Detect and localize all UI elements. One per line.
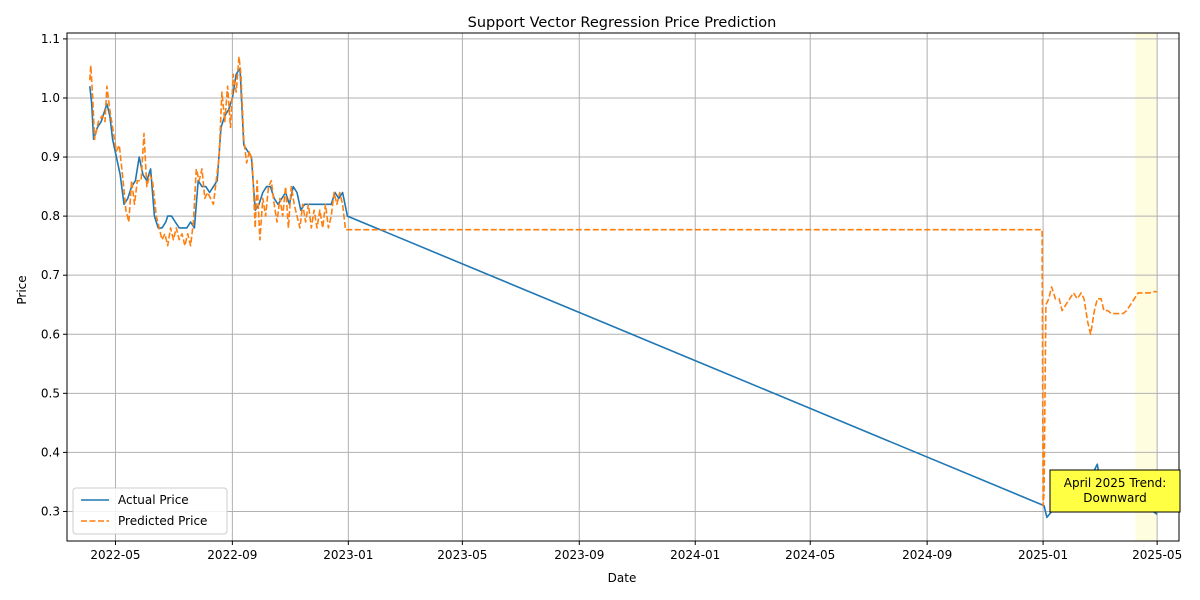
- annotation-text-line1: April 2025 Trend:: [1064, 476, 1166, 490]
- x-tick-label: 2023-09: [554, 548, 604, 562]
- y-tick-label: 0.7: [41, 268, 60, 282]
- y-axis-title: Price: [15, 275, 29, 304]
- x-tick-label: 2024-09: [902, 548, 952, 562]
- y-tick-label: 0.4: [41, 445, 60, 459]
- chart-title: Support Vector Regression Price Predicti…: [468, 15, 777, 31]
- predicted-price-line: [89, 55, 1158, 507]
- axes-frame: [66, 32, 1180, 542]
- y-tick-label: 0.9: [41, 150, 60, 164]
- x-axis-title: Date: [608, 571, 637, 585]
- y-tick-label: 0.3: [41, 504, 60, 518]
- annotation-background: [1049, 469, 1181, 513]
- legend-box: [72, 487, 228, 535]
- plot-area: 2022-05 2022-09 2023-01 2023-05 2023-09 2024-…: [41, 32, 1182, 562]
- x-tick-label: 2024-01: [670, 548, 720, 562]
- y-tick-label: 0.8: [41, 209, 60, 223]
- y-tick-label: 0.6: [41, 327, 60, 341]
- y-tick-label: 0.5: [41, 386, 60, 400]
- annotation-box: April 2025 Trend:Downward: [1049, 469, 1181, 513]
- y-tick-label: 1.1: [41, 32, 60, 46]
- legend-label: Predicted Price: [118, 514, 207, 528]
- x-tick-label: 2024-05: [785, 548, 835, 562]
- annotation-text-line2: Downward: [1083, 491, 1147, 505]
- x-tick-label: 2025-05: [1132, 548, 1182, 562]
- highlight-span: [1135, 33, 1158, 541]
- x-tick-label: 2023-01: [323, 548, 373, 562]
- legend: Actual Price Predicted Price: [72, 487, 228, 535]
- x-tick-label: 2022-09: [207, 548, 257, 562]
- legend-label: Actual Price: [118, 493, 189, 507]
- x-tick-label: 2025-01: [1018, 548, 1068, 562]
- x-tick-label: 2022-05: [90, 548, 140, 562]
- y-tick-label: 1.0: [41, 91, 60, 105]
- x-tick-label: 2023-05: [437, 548, 487, 562]
